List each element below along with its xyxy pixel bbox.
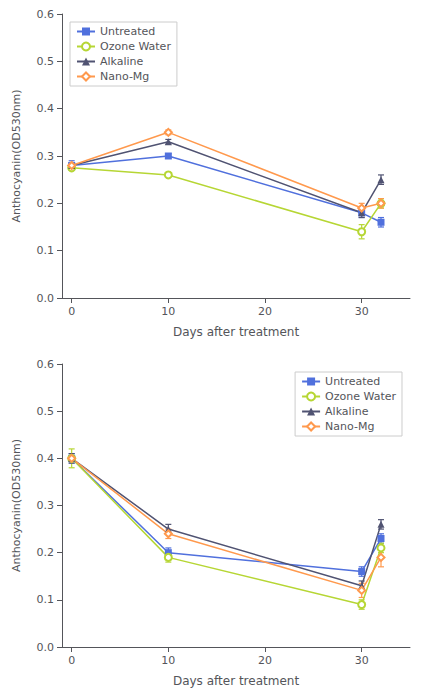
svg-text:0.4: 0.4 — [37, 452, 55, 465]
svg-text:0.3: 0.3 — [37, 150, 55, 163]
svg-text:Alkaline: Alkaline — [325, 405, 369, 418]
svg-text:Anthocyanin(OD530nm): Anthocyanin(OD530nm) — [10, 439, 23, 572]
svg-text:Ozone Water: Ozone Water — [100, 40, 171, 53]
svg-text:0.5: 0.5 — [37, 405, 55, 418]
svg-text:0.6: 0.6 — [37, 8, 55, 21]
svg-text:Nano-Mg: Nano-Mg — [325, 420, 374, 433]
svg-text:20: 20 — [258, 305, 272, 318]
svg-text:Untreated: Untreated — [100, 25, 155, 38]
svg-text:0.2: 0.2 — [37, 197, 55, 210]
svg-text:Untreated: Untreated — [325, 375, 380, 388]
svg-text:Days after treatment: Days after treatment — [173, 325, 299, 339]
svg-text:0.0: 0.0 — [37, 641, 55, 654]
svg-text:0.0: 0.0 — [37, 292, 55, 305]
svg-text:Alkaline: Alkaline — [100, 55, 144, 68]
svg-text:0: 0 — [68, 305, 75, 318]
svg-text:30: 30 — [355, 654, 369, 667]
svg-text:0.1: 0.1 — [37, 244, 55, 257]
svg-text:0.1: 0.1 — [37, 593, 55, 606]
svg-text:0.5: 0.5 — [37, 55, 55, 68]
svg-text:Ozone Water: Ozone Water — [325, 390, 396, 403]
svg-text:0.3: 0.3 — [37, 499, 55, 512]
svg-text:10: 10 — [161, 305, 175, 318]
svg-text:30: 30 — [355, 305, 369, 318]
svg-text:0.2: 0.2 — [37, 546, 55, 559]
svg-text:10: 10 — [161, 654, 175, 667]
svg-text:0: 0 — [68, 654, 75, 667]
svg-text:0.4: 0.4 — [37, 102, 55, 115]
svg-text:0.6: 0.6 — [37, 358, 55, 371]
svg-text:20: 20 — [258, 654, 272, 667]
svg-text:Anthocyanin(OD530nm): Anthocyanin(OD530nm) — [10, 89, 23, 222]
svg-text:Nano-Mg: Nano-Mg — [100, 70, 149, 83]
svg-text:Days after treatment: Days after treatment — [173, 674, 299, 688]
